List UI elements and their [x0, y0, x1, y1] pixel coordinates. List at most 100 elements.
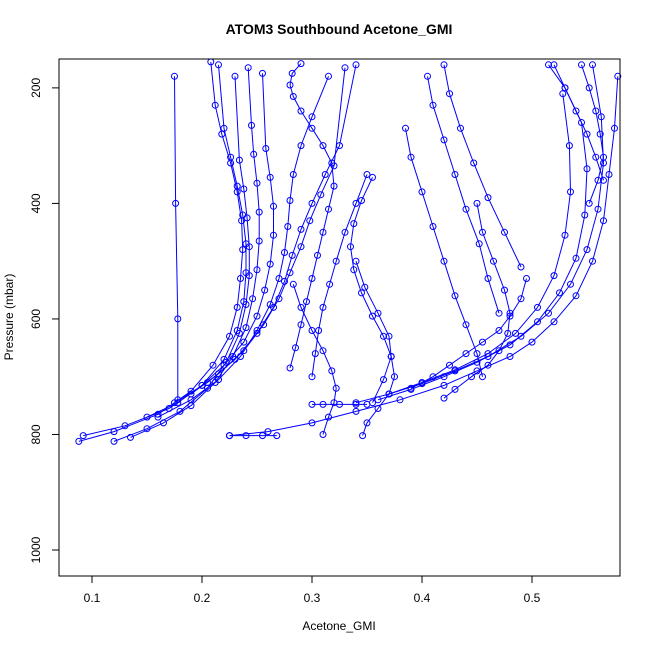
data-point: [358, 197, 365, 204]
data-point: [255, 237, 263, 245]
data-point: [418, 379, 426, 386]
data-point: [261, 286, 269, 294]
data-point: [297, 243, 305, 251]
data-point: [380, 376, 387, 384]
data-point: [233, 182, 241, 190]
data-point: [534, 318, 541, 326]
data-point: [314, 251, 321, 259]
data-point: [484, 350, 492, 358]
y-tick-label: 1000: [29, 536, 43, 563]
data-point: [457, 124, 464, 132]
data-point: [583, 246, 591, 254]
data-point: [319, 431, 327, 438]
data-point: [326, 280, 334, 288]
data-point: [242, 324, 250, 332]
data-point: [288, 251, 296, 259]
data-point: [567, 280, 574, 288]
data-point: [328, 159, 336, 167]
data-point: [231, 72, 239, 80]
data-point: [559, 90, 567, 98]
data-point: [231, 355, 239, 363]
data-point: [614, 72, 622, 80]
data-point: [504, 329, 512, 337]
data-point: [306, 217, 314, 225]
data-point: [407, 153, 415, 161]
data-point: [218, 130, 226, 138]
data-point: [286, 269, 294, 277]
data-point: [369, 312, 376, 320]
data-point: [479, 373, 486, 381]
data-point: [284, 223, 292, 230]
data-point: [429, 373, 437, 381]
data-point: [227, 153, 235, 161]
data-point: [204, 379, 211, 386]
data-point: [226, 432, 233, 440]
profile-series: [143, 69, 277, 421]
profile-series: [171, 61, 360, 407]
data-point: [402, 124, 409, 132]
series-line: [388, 93, 572, 395]
data-point: [240, 338, 248, 346]
data-point: [319, 228, 327, 236]
data-point: [143, 413, 151, 421]
data-point: [561, 231, 569, 239]
data-point: [495, 327, 503, 334]
plot-frame: [58, 58, 621, 577]
profile-series: [440, 61, 525, 271]
data-point: [462, 205, 470, 213]
data-point: [253, 179, 261, 187]
data-point: [273, 432, 281, 440]
data-point: [253, 329, 261, 337]
data-point: [235, 329, 243, 337]
data-point: [396, 396, 404, 404]
series-line: [443, 203, 511, 399]
data-point: [597, 113, 605, 121]
data-point: [110, 437, 118, 445]
data-point: [325, 205, 332, 213]
y-axis: 200 400 600 800 1000: [29, 78, 60, 563]
data-point: [528, 338, 536, 346]
data-point: [473, 199, 481, 207]
x-axis-label: Acetone_GMI: [302, 619, 375, 633]
series-line: [581, 64, 605, 204]
data-point: [275, 295, 283, 303]
data-point: [235, 156, 243, 164]
data-point: [451, 385, 459, 393]
data-point: [462, 321, 470, 329]
profile-series: [308, 400, 371, 408]
data-point: [350, 266, 358, 274]
data-point: [237, 275, 244, 282]
data-point: [451, 171, 459, 178]
data-point: [523, 275, 530, 282]
data-point: [127, 433, 134, 441]
series-line: [78, 61, 244, 442]
profile-series: [424, 72, 503, 317]
profile-series: [226, 72, 622, 440]
data-point: [332, 384, 340, 392]
series-line: [355, 261, 392, 403]
data-point: [174, 396, 182, 404]
data-point: [328, 367, 336, 375]
data-point: [583, 165, 591, 173]
data-point: [352, 199, 360, 207]
data-point: [249, 295, 257, 303]
y-tick-label: 400: [29, 193, 43, 213]
series-line: [292, 284, 337, 435]
profile-series: [352, 257, 395, 407]
data-point: [75, 437, 83, 445]
data-point: [297, 225, 305, 233]
data-point: [589, 257, 596, 265]
profile-series: [407, 275, 530, 392]
data-point: [594, 176, 602, 184]
profile-series: [171, 72, 182, 404]
chart-title: ATOM3 Southbound Acetone_GMI: [226, 21, 453, 37]
data-point: [495, 309, 503, 317]
x-tick-label: 0.2: [194, 591, 211, 605]
data-point: [363, 419, 371, 427]
data-point: [79, 432, 87, 440]
profile-series: [79, 61, 250, 440]
profile-series: [289, 280, 340, 438]
data-point: [352, 407, 360, 415]
data-point: [495, 347, 503, 355]
data-point: [297, 321, 305, 329]
